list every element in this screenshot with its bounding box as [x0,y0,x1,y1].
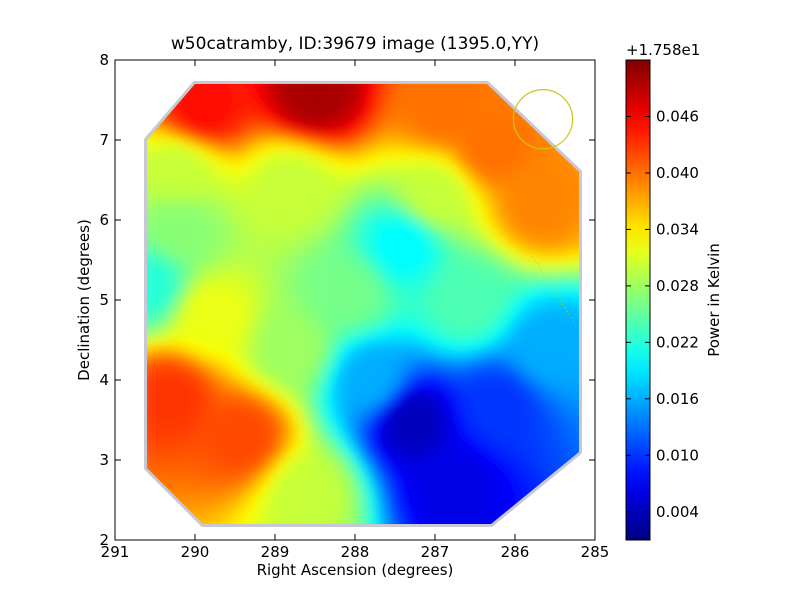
colorbar-tick-label: 0.022 [656,333,699,351]
y-tick-label: 7 [99,131,109,149]
y-tick-label: 5 [99,291,109,309]
colorbar-tick-label: 0.010 [656,446,699,464]
x-axis-label: Right Ascension (degrees) [256,561,454,579]
x-tick-label: 289 [261,543,290,561]
colorbar-tick-label: 0.040 [656,164,699,182]
colorbar-tick-label: 0.028 [656,277,699,295]
y-tick-label: 3 [99,451,109,469]
chart-title: w50catramby, ID:39679 image (1395.0,YY) [170,34,540,54]
x-tick-label: 285 [581,543,610,561]
overlay [478,88,576,325]
x-axis: 291 290 289 288 287 286 285 [101,60,610,561]
x-tick-label: 288 [341,543,370,561]
beam-circle [512,88,574,150]
y-tick-label: 2 [99,531,109,549]
colorbar-tick-label: 0.016 [656,390,699,408]
colorbar-label: Power in Kelvin [705,243,723,357]
colorbar-tick-label: 0.034 [656,220,699,238]
x-tick-label: 291 [101,543,130,561]
x-tick-label: 286 [501,543,530,561]
y-tick-label: 6 [99,211,109,229]
colorbar-tick-label: 0.004 [656,503,699,521]
y-tick-label: 8 [99,51,109,69]
x-tick-label: 290 [181,543,210,561]
colorbar [625,59,651,541]
colorbar-offset-text: +1.758e1 [626,41,701,59]
colorbar-tick-label: 0.046 [656,107,699,125]
x-tick-label: 287 [421,543,450,561]
y-tick-label: 4 [99,371,109,389]
colorbar-ticks: 0.004 0.010 0.016 0.022 0.028 0.034 0.040 0.046 [626,107,699,521]
y-axis: 2 3 4 5 6 7 8 [99,51,595,549]
y-axis-label: Declination (degrees) [75,219,93,381]
